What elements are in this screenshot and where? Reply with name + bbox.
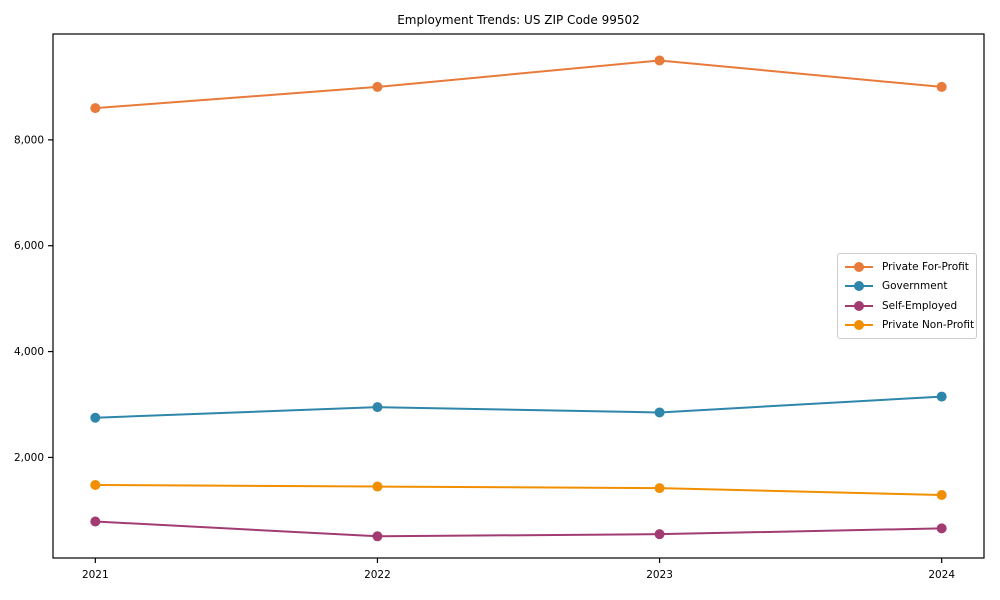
legend: Private For-Profit Government Self-Emplo… bbox=[837, 253, 977, 339]
svg-text:2,000: 2,000 bbox=[14, 452, 44, 464]
legend-label: Private Non-Profit bbox=[882, 319, 975, 332]
svg-text:2021: 2021 bbox=[82, 569, 109, 581]
svg-text:4,000: 4,000 bbox=[14, 346, 44, 358]
svg-text:6,000: 6,000 bbox=[14, 240, 44, 252]
line-dot-marker-icon bbox=[845, 300, 873, 311]
legend-label: Government bbox=[882, 280, 948, 293]
svg-text:2022: 2022 bbox=[364, 569, 391, 581]
legend-item-private-for-profit: Private For-Profit bbox=[845, 258, 972, 276]
svg-text:2024: 2024 bbox=[928, 569, 955, 581]
legend-item-government: Government bbox=[845, 277, 972, 295]
legend-item-self-employed: Self-Employed bbox=[845, 297, 972, 315]
chart-title: Employment Trends: US ZIP Code 99502 bbox=[397, 13, 640, 27]
line-dot-marker-icon bbox=[845, 320, 873, 331]
legend-label: Private For-Profit bbox=[882, 260, 969, 273]
line-dot-marker-icon bbox=[845, 261, 873, 272]
line-dot-marker-icon bbox=[845, 281, 873, 292]
svg-text:2023: 2023 bbox=[646, 569, 673, 581]
legend-item-private-non-profit: Private Non-Profit bbox=[845, 316, 975, 334]
svg-text:8,000: 8,000 bbox=[14, 134, 44, 146]
legend-label: Self-Employed bbox=[882, 299, 958, 312]
